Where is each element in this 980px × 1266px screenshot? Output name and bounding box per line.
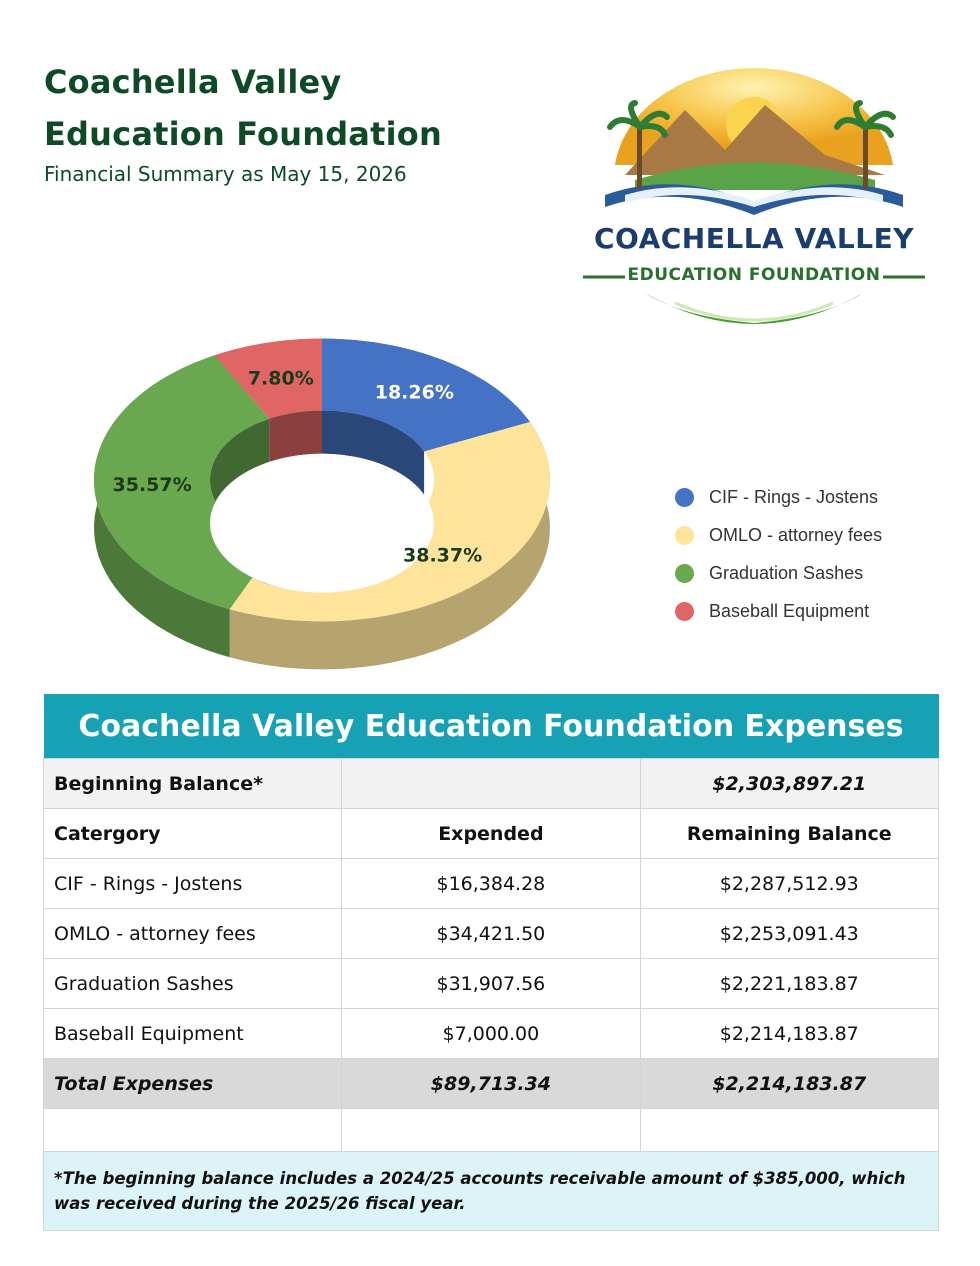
row-expended: $7,000.00 — [341, 1008, 641, 1059]
donut-inner-3 — [269, 410, 322, 462]
expenses-table: Coachella Valley Education Foundation Ex… — [42, 694, 940, 1231]
row-expended: $31,907.56 — [341, 958, 641, 1009]
legend-swatch — [675, 601, 694, 621]
footnote-row: *The beginning balance includes a 2024/2… — [43, 1151, 939, 1231]
beginning-balance-label: Beginning Balance* — [42, 758, 343, 809]
table-cell-empty — [341, 1108, 641, 1152]
logo-mountains — [625, 105, 885, 175]
beginning-balance-value: $2,303,897.21 — [639, 758, 940, 809]
row-remaining: $2,287,512.93 — [639, 858, 940, 909]
total-expended: $89,713.34 — [341, 1058, 641, 1109]
column-header-category: Catergory — [42, 808, 343, 859]
row-expended: $34,421.50 — [341, 908, 641, 959]
expense-donut-chart: 18.26% 38.37% 35.57% 7.80% — [94, 338, 550, 670]
total-label: Total Expenses — [42, 1058, 343, 1109]
data-label-1: 38.37% — [403, 544, 482, 566]
legend-item: Baseball Equipment — [675, 592, 882, 630]
donut-hole — [210, 453, 434, 593]
page-title: Coachella Valley Education Foundation — [44, 63, 442, 153]
row-remaining: $2,253,091.43 — [639, 908, 940, 959]
logo-palm-left — [607, 100, 670, 189]
legend-swatch — [675, 487, 694, 507]
data-label-3: 7.80% — [248, 368, 314, 390]
legend-swatch — [675, 525, 694, 545]
legend-label: CIF - Rings - Jostens — [709, 486, 879, 507]
blank-row — [42, 1108, 940, 1152]
chart-legend: CIF - Rings - Jostens OMLO - attorney fe… — [675, 478, 882, 630]
table-row: Baseball Equipment $7,000.00 $2,214,183.… — [42, 1008, 940, 1059]
row-expended: $16,384.28 — [341, 858, 641, 909]
column-header-expended: Expended — [341, 808, 641, 859]
legend-label: Graduation Sashes — [709, 562, 864, 583]
table-cell-empty — [341, 758, 641, 809]
data-label-0: 18.26% — [375, 382, 454, 404]
table-row: OMLO - attorney fees $34,421.50 $2,253,0… — [42, 908, 940, 959]
page-subtitle: Financial Summary as May 15, 2026 — [44, 162, 407, 186]
data-label-2: 35.57% — [113, 474, 192, 496]
row-category: Graduation Sashes — [42, 958, 343, 1009]
logo-subtitle: EDUCATION FOUNDATION — [627, 265, 881, 285]
table-cell-empty — [42, 1108, 343, 1152]
donut-slice-3 — [214, 338, 322, 419]
row-category: CIF - Rings - Jostens — [42, 858, 343, 909]
row-remaining: $2,214,183.87 — [639, 1008, 940, 1059]
legend-item: Graduation Sashes — [675, 554, 882, 592]
total-row: Total Expenses $89,713.34 $2,214,183.87 — [42, 1058, 940, 1109]
donut-side-1 — [229, 421, 550, 670]
row-category: Baseball Equipment — [42, 1008, 343, 1059]
table-title-row: Coachella Valley Education Foundation Ex… — [43, 694, 939, 759]
table-row: Graduation Sashes $31,907.56 $2,221,183.… — [42, 958, 940, 1009]
column-header-remaining: Remaining Balance — [639, 808, 940, 859]
legend-item: CIF - Rings - Jostens — [675, 478, 882, 516]
legend-swatch — [675, 563, 694, 583]
logo-title: COACHELLA VALLEY — [593, 222, 914, 255]
legend-item: OMLO - attorney fees — [675, 516, 882, 554]
table-row: CIF - Rings - Jostens $16,384.28 $2,287,… — [42, 858, 940, 909]
table-header-row: Catergory Expended Remaining Balance — [42, 808, 940, 859]
beginning-balance-row: Beginning Balance* $2,303,897.21 — [42, 758, 940, 809]
legend-label: Baseball Equipment — [709, 600, 870, 621]
row-category: OMLO - attorney fees — [42, 908, 343, 959]
footnote: *The beginning balance includes a 2024/2… — [43, 1151, 939, 1231]
row-remaining: $2,221,183.87 — [639, 958, 940, 1009]
donut-slice-0 — [322, 338, 530, 452]
donut-inner-0 — [322, 410, 425, 495]
legend-label: OMLO - attorney fees — [709, 524, 883, 545]
logo-field — [645, 293, 863, 324]
table-cell-empty — [639, 1108, 940, 1152]
table-title: Coachella Valley Education Foundation Ex… — [43, 694, 939, 759]
foundation-logo — [583, 68, 925, 324]
total-remaining: $2,214,183.87 — [639, 1058, 940, 1109]
logo-palm-right — [834, 100, 896, 189]
